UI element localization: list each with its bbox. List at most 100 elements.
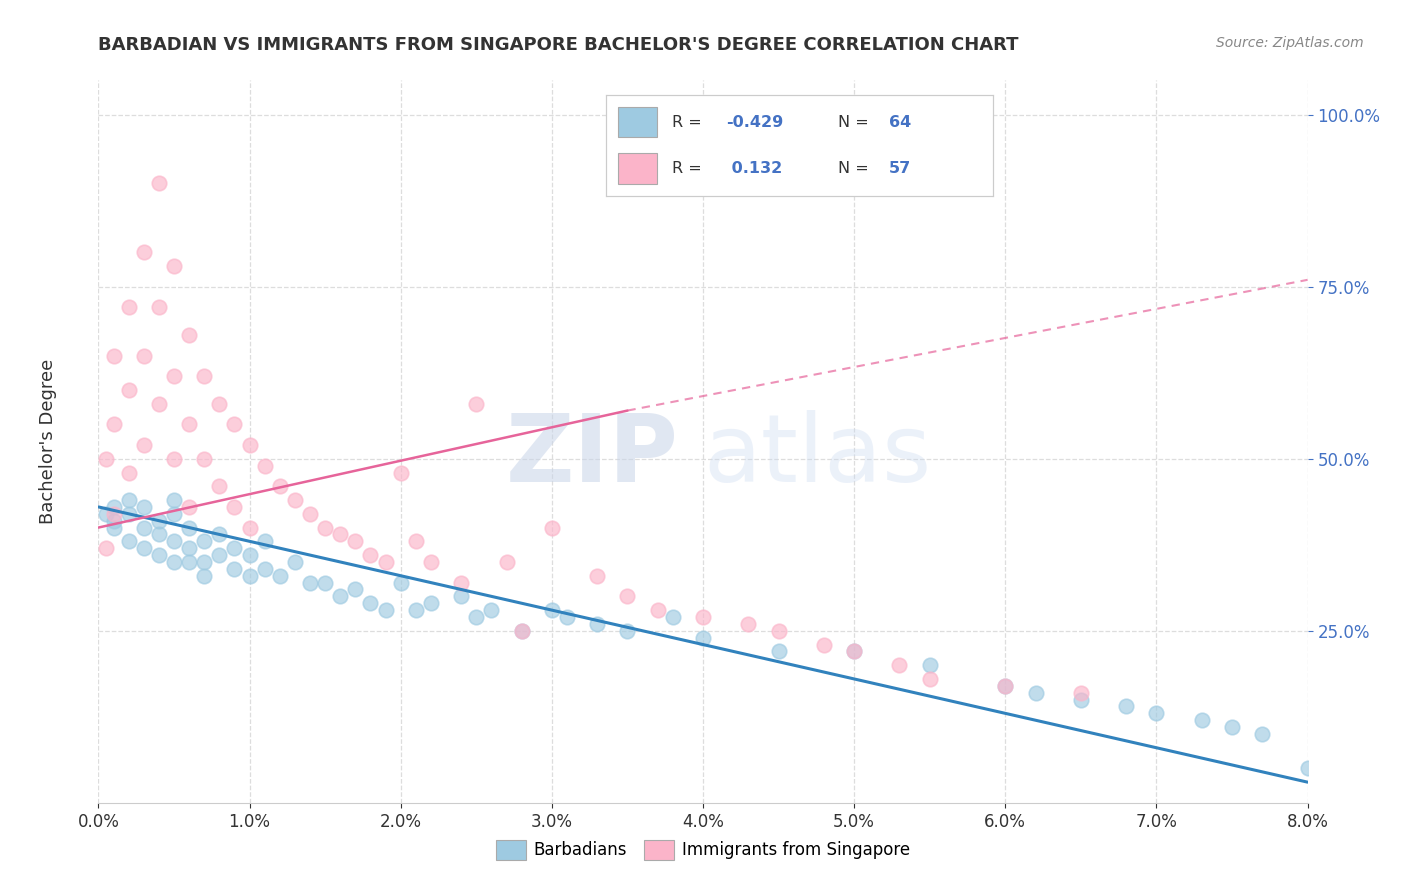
Point (148, 527, 170, 541)
Point (148, 548, 170, 562)
Point (465, 610, 488, 624)
Point (1070, 686, 1092, 700)
Point (103, 520, 125, 534)
Point (208, 397, 231, 411)
Legend: Barbadians, Immigrants from Singapore: Barbadians, Immigrants from Singapore (489, 833, 917, 867)
Point (163, 369, 186, 384)
Point (420, 596, 443, 610)
Point (118, 301, 141, 315)
Point (389, 575, 412, 590)
Point (1220, 720, 1243, 734)
Point (103, 349, 125, 363)
Point (224, 500, 246, 514)
Point (450, 575, 472, 590)
Point (118, 534, 141, 549)
Point (994, 679, 1017, 693)
Point (163, 451, 186, 466)
Point (360, 596, 382, 610)
Point (239, 568, 262, 582)
Point (299, 507, 322, 521)
Point (163, 493, 186, 508)
Point (918, 672, 941, 686)
Point (163, 534, 186, 549)
Point (299, 575, 322, 590)
Point (314, 520, 336, 534)
Point (329, 590, 352, 604)
Point (540, 603, 562, 617)
Point (132, 520, 155, 534)
Point (1191, 713, 1213, 727)
Point (239, 548, 262, 562)
Point (1146, 706, 1168, 721)
Point (193, 555, 215, 569)
Point (692, 631, 714, 645)
Point (768, 644, 790, 658)
Point (284, 555, 307, 569)
Point (405, 534, 427, 549)
Point (374, 603, 396, 617)
Point (465, 397, 488, 411)
Point (510, 624, 533, 638)
Text: atlas: atlas (703, 410, 931, 502)
Point (344, 582, 367, 597)
Point (889, 658, 911, 673)
Point (389, 466, 412, 480)
Point (647, 603, 669, 617)
Point (239, 520, 262, 534)
Point (148, 177, 170, 191)
Point (179, 327, 201, 342)
Point (994, 679, 1017, 693)
Point (314, 575, 336, 590)
Point (94, 541, 117, 556)
Point (692, 610, 714, 624)
Point (844, 644, 866, 658)
Point (132, 500, 155, 514)
Text: ZIP: ZIP (506, 410, 679, 502)
Point (224, 417, 246, 432)
Point (450, 590, 472, 604)
Point (737, 616, 759, 631)
Point (495, 555, 517, 569)
Text: Source: ZipAtlas.com: Source: ZipAtlas.com (1216, 36, 1364, 50)
Point (540, 520, 562, 534)
Point (481, 603, 503, 617)
Point (374, 555, 396, 569)
Point (768, 624, 790, 638)
Point (555, 610, 578, 624)
Point (813, 638, 835, 652)
Point (224, 541, 246, 556)
Point (148, 301, 170, 315)
Point (193, 568, 215, 582)
Point (360, 548, 382, 562)
Point (103, 514, 125, 528)
Point (118, 383, 141, 397)
Point (1251, 727, 1274, 741)
Point (103, 500, 125, 514)
Point (103, 417, 125, 432)
Point (118, 493, 141, 508)
Point (208, 479, 231, 493)
Point (163, 555, 186, 569)
Point (193, 451, 215, 466)
Point (510, 624, 533, 638)
Point (1115, 699, 1137, 714)
Point (344, 534, 367, 549)
Point (193, 369, 215, 384)
Point (179, 520, 201, 534)
Point (661, 610, 683, 624)
Point (118, 507, 141, 521)
Point (179, 500, 201, 514)
Point (94, 507, 117, 521)
Point (132, 349, 155, 363)
Point (179, 417, 201, 432)
Point (163, 507, 186, 521)
Y-axis label: Bachelor's Degree: Bachelor's Degree (39, 359, 56, 524)
Point (239, 438, 262, 452)
Point (208, 548, 231, 562)
Point (163, 259, 186, 273)
Point (179, 541, 201, 556)
Point (586, 568, 609, 582)
Point (253, 458, 276, 473)
Point (94, 451, 117, 466)
Point (179, 555, 201, 569)
